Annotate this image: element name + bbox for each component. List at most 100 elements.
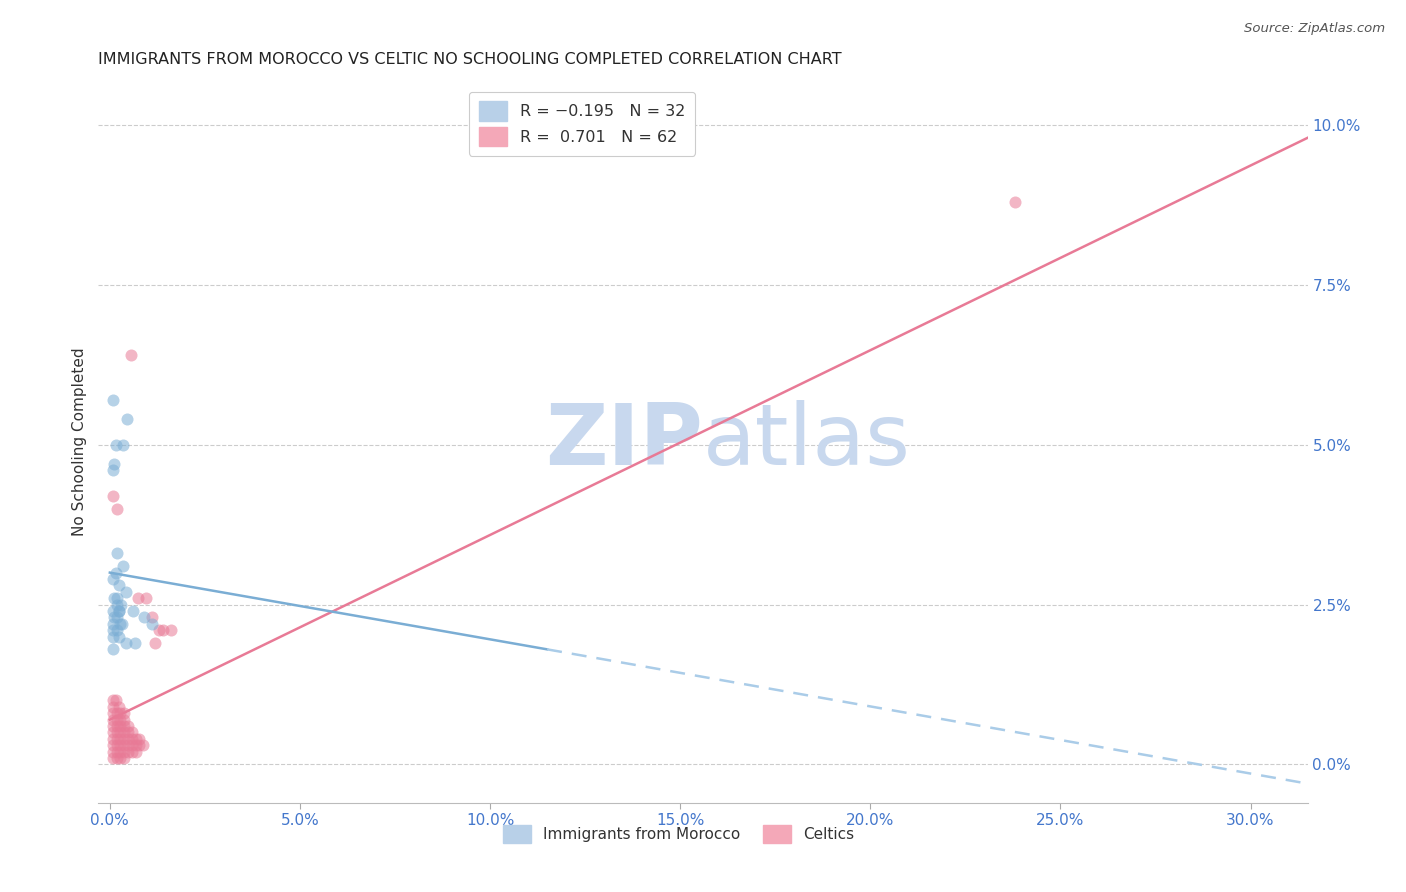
Point (145, 636, 167, 650)
Point (101, 392, 124, 407)
Text: IMMIGRANTS FROM MOROCCO VS CELTIC NO SCHOOLING COMPLETED CORRELATION CHART: IMMIGRANTS FROM MOROCCO VS CELTIC NO SCH… (98, 52, 842, 67)
Point (128, 731, 150, 746)
Point (112, 706, 135, 721)
Point (101, 699, 124, 714)
Point (101, 489, 124, 503)
Y-axis label: No Schooling Completed: No Schooling Completed (72, 347, 87, 536)
Point (121, 745, 143, 759)
Point (110, 738, 132, 752)
Point (110, 731, 132, 746)
Point (125, 738, 148, 752)
Point (104, 693, 127, 707)
Point (101, 745, 124, 759)
Point (117, 738, 139, 752)
Point (110, 713, 132, 727)
Point (107, 546, 129, 560)
Point (101, 706, 124, 721)
Point (105, 598, 128, 612)
Point (105, 713, 128, 727)
Point (121, 731, 143, 746)
Text: Source: ZipAtlas.com: Source: ZipAtlas.com (1244, 22, 1385, 36)
Point (104, 566, 127, 580)
Point (117, 745, 139, 759)
Point (110, 719, 132, 733)
Point (101, 630, 124, 644)
Point (110, 725, 132, 739)
Point (105, 751, 128, 765)
Point (112, 745, 135, 759)
Point (1004, 194, 1026, 209)
Point (114, 584, 136, 599)
Point (117, 719, 139, 733)
Point (141, 610, 163, 624)
Point (101, 751, 124, 765)
Point (132, 738, 155, 752)
Point (108, 604, 131, 618)
Point (114, 636, 136, 650)
Point (105, 725, 128, 739)
Point (101, 623, 124, 637)
Point (125, 731, 148, 746)
Point (125, 745, 148, 759)
Point (152, 623, 174, 637)
Point (112, 751, 135, 765)
Point (112, 738, 135, 752)
Point (101, 731, 124, 746)
Point (101, 719, 124, 733)
Point (105, 731, 128, 746)
Point (112, 559, 135, 574)
Point (128, 738, 150, 752)
Point (105, 501, 128, 516)
Point (112, 731, 135, 746)
Point (101, 616, 124, 631)
Point (110, 598, 132, 612)
Point (101, 463, 124, 477)
Point (103, 591, 125, 606)
Point (101, 713, 124, 727)
Point (121, 738, 143, 752)
Point (127, 591, 149, 606)
Point (105, 706, 128, 721)
Point (108, 578, 131, 592)
Point (121, 725, 143, 739)
Text: ZIP: ZIP (546, 400, 703, 483)
Point (108, 604, 131, 618)
Point (135, 591, 157, 606)
Legend: Immigrants from Morocco, Celtics: Immigrants from Morocco, Celtics (498, 819, 860, 849)
Point (112, 725, 135, 739)
Point (108, 630, 131, 644)
Point (120, 348, 142, 362)
Point (101, 693, 124, 707)
Point (101, 725, 124, 739)
Text: atlas: atlas (703, 400, 911, 483)
Point (112, 719, 135, 733)
Point (132, 610, 155, 624)
Point (112, 438, 135, 452)
Point (110, 706, 132, 721)
Point (101, 738, 124, 752)
Point (105, 623, 128, 637)
Point (110, 616, 132, 631)
Point (103, 610, 125, 624)
Point (101, 642, 124, 657)
Point (121, 604, 143, 618)
Point (108, 699, 131, 714)
Point (110, 745, 132, 759)
Point (141, 616, 163, 631)
Point (105, 738, 128, 752)
Point (124, 636, 146, 650)
Point (159, 623, 181, 637)
Point (104, 438, 127, 452)
Point (115, 412, 138, 426)
Point (101, 604, 124, 618)
Point (117, 731, 139, 746)
Point (148, 623, 170, 637)
Point (101, 572, 124, 586)
Point (110, 751, 132, 765)
Point (105, 591, 128, 606)
Point (105, 745, 128, 759)
Point (117, 725, 139, 739)
Point (103, 457, 125, 471)
Point (105, 719, 128, 733)
Point (111, 616, 134, 631)
